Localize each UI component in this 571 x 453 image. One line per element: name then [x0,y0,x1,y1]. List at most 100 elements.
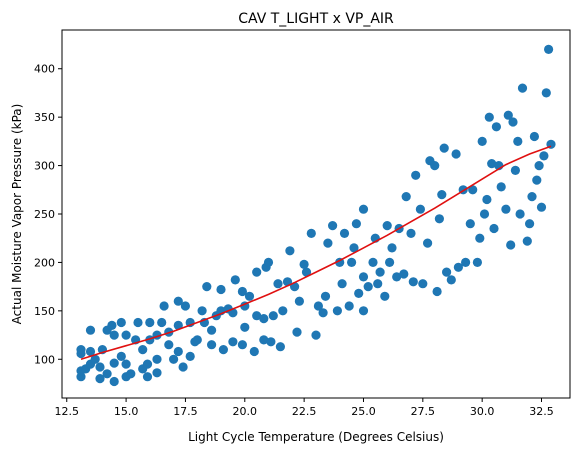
scatter-point [180,301,190,311]
scatter-point [382,221,392,231]
scatter-point [311,330,321,340]
scatter-point [373,279,383,289]
scatter-point [529,131,540,142]
scatter-point [536,202,547,212]
scatter-point [358,272,369,282]
scatter-point [207,325,217,335]
scatter-point [294,296,304,306]
scatter-point [259,314,269,324]
scatter-point [252,311,262,321]
scatter-point [107,320,117,330]
scatter-point [430,161,440,171]
scatter-point [385,257,395,267]
y-axis-label: Actual Moisture Vapor Pressure (kPa) [10,104,24,325]
scatter-point [415,204,425,214]
scatter-point [349,243,359,253]
scatter-point [109,330,119,340]
scatter-point [178,362,188,372]
scatter-point [451,149,461,159]
scatter-point [306,228,316,238]
x-tick-label: 12.5 [54,405,79,418]
scatter-point [337,279,347,289]
scatter-point [527,192,537,202]
scatter-point [541,88,551,98]
scatter-point [173,320,183,330]
scatter-point [173,296,183,306]
scatter-point [116,351,126,361]
scatter-point [85,325,96,335]
scatter-point [109,358,119,368]
scatter-point [506,240,516,250]
scatter-point [515,209,525,219]
scatter-point [358,204,369,214]
scatter-point [477,136,487,146]
scatter-point [299,259,309,269]
scatter-point [126,369,136,379]
scatter-point [313,301,323,311]
scatter-point [173,346,183,357]
scatter-point [240,322,250,332]
scatter-point [472,257,482,267]
scatter-point [192,335,202,345]
scatter-point [275,342,285,352]
scatter-point [320,291,331,301]
scatter-point [328,221,338,231]
scatter-point [285,246,295,256]
y-tick-label: 250 [34,208,55,221]
scatter-point [157,317,167,328]
scatter-point [532,175,542,185]
scatter-point [318,308,328,318]
scatter-point [487,159,497,169]
x-tick-label: 22.5 [292,405,317,418]
scatter-point [169,354,179,364]
scatter-point [479,209,490,219]
scatter-point [218,345,228,355]
chart-title: CAV T_LIGHT x VP_AIR [238,11,394,27]
y-tick-label: 150 [34,305,55,318]
scatter-point [102,369,112,379]
scatter-point [496,182,506,192]
x-tick-label: 30.0 [470,405,495,418]
scatter-point [513,136,523,146]
scatter-point [263,257,274,267]
scatter-point [273,279,283,289]
scatter-point [465,219,475,229]
scatter-point [339,228,350,238]
scatter-point [332,306,342,316]
scatter-point [544,44,554,55]
trend-line [80,145,552,361]
scatter-point [517,83,528,93]
scatter-point [401,192,411,202]
scatter-point [406,228,416,238]
scatter-point [121,359,131,369]
scatter-point [392,272,402,282]
scatter-point [432,286,442,297]
scatter-point [121,330,131,340]
x-tick-label: 17.5 [173,405,198,418]
scatter-point [358,306,369,316]
scatter-point [539,151,549,161]
x-tick-label: 20.0 [233,405,258,418]
y-tick-label: 200 [34,256,55,269]
scatter-point [116,317,126,328]
scatter-point [216,284,226,295]
scatter-point [351,219,361,229]
scatter-point [442,267,452,277]
scatter-point [138,345,148,355]
x-tick-label: 25.0 [351,405,376,418]
scatter-point [237,286,247,297]
scatter-point [109,376,119,387]
scatter-point [446,275,456,285]
scatter-point [437,190,447,200]
scatter-point [145,317,155,328]
scatter-point [525,219,535,229]
scatter-point [268,311,278,321]
scatter-point [95,362,105,372]
scatter-point [482,194,492,205]
x-tick-label: 15.0 [114,405,139,418]
scatter-point [522,236,532,246]
scatter-point [197,306,207,316]
x-tick-label: 32.5 [529,405,554,418]
scatter-point [489,223,499,234]
scatter-point [164,340,174,350]
